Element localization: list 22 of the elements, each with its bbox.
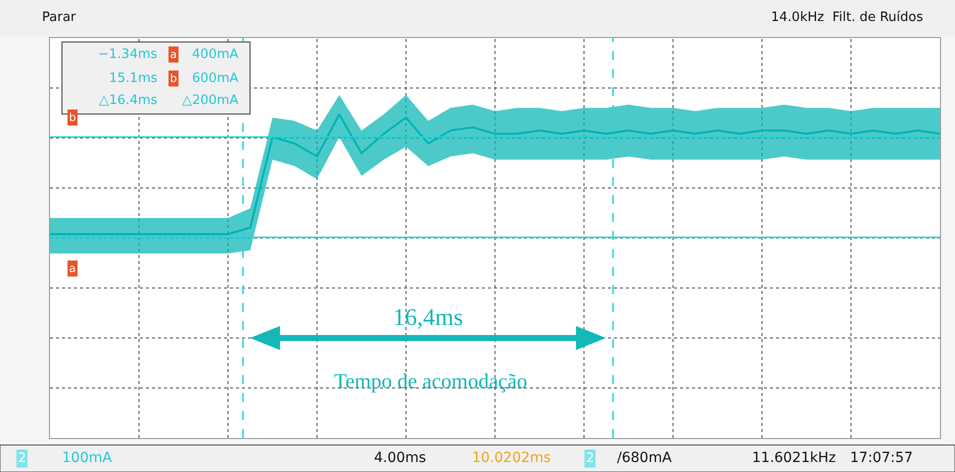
text: 4.00ms bbox=[374, 450, 426, 466]
text: 11.6021kHz bbox=[752, 450, 836, 466]
text: 10.0202ms bbox=[472, 450, 551, 466]
annotation: a bbox=[69, 262, 76, 275]
text: 2 bbox=[18, 451, 26, 466]
text: 17:07:57 bbox=[850, 450, 913, 466]
text: a bbox=[170, 48, 177, 61]
text: Parar bbox=[42, 10, 77, 25]
annotation: Tempo de acomodação bbox=[334, 369, 528, 393]
text: b bbox=[170, 72, 177, 85]
annotation: 16,4ms bbox=[393, 305, 464, 331]
ref-line-label: 400mA bbox=[192, 47, 238, 62]
text: 100mA bbox=[62, 450, 112, 466]
text: 15.1ms bbox=[109, 71, 158, 86]
text: △200mA bbox=[182, 93, 238, 108]
annotation: b bbox=[69, 111, 76, 124]
ref-line-label: 600mA bbox=[192, 71, 238, 86]
text: ∕680mA bbox=[617, 450, 672, 466]
text: △16.4ms bbox=[99, 93, 158, 108]
text: 14.0kHz Filt. de Ruídos bbox=[771, 10, 924, 25]
text: 2 bbox=[586, 451, 594, 466]
text: −1.34ms bbox=[98, 47, 158, 62]
